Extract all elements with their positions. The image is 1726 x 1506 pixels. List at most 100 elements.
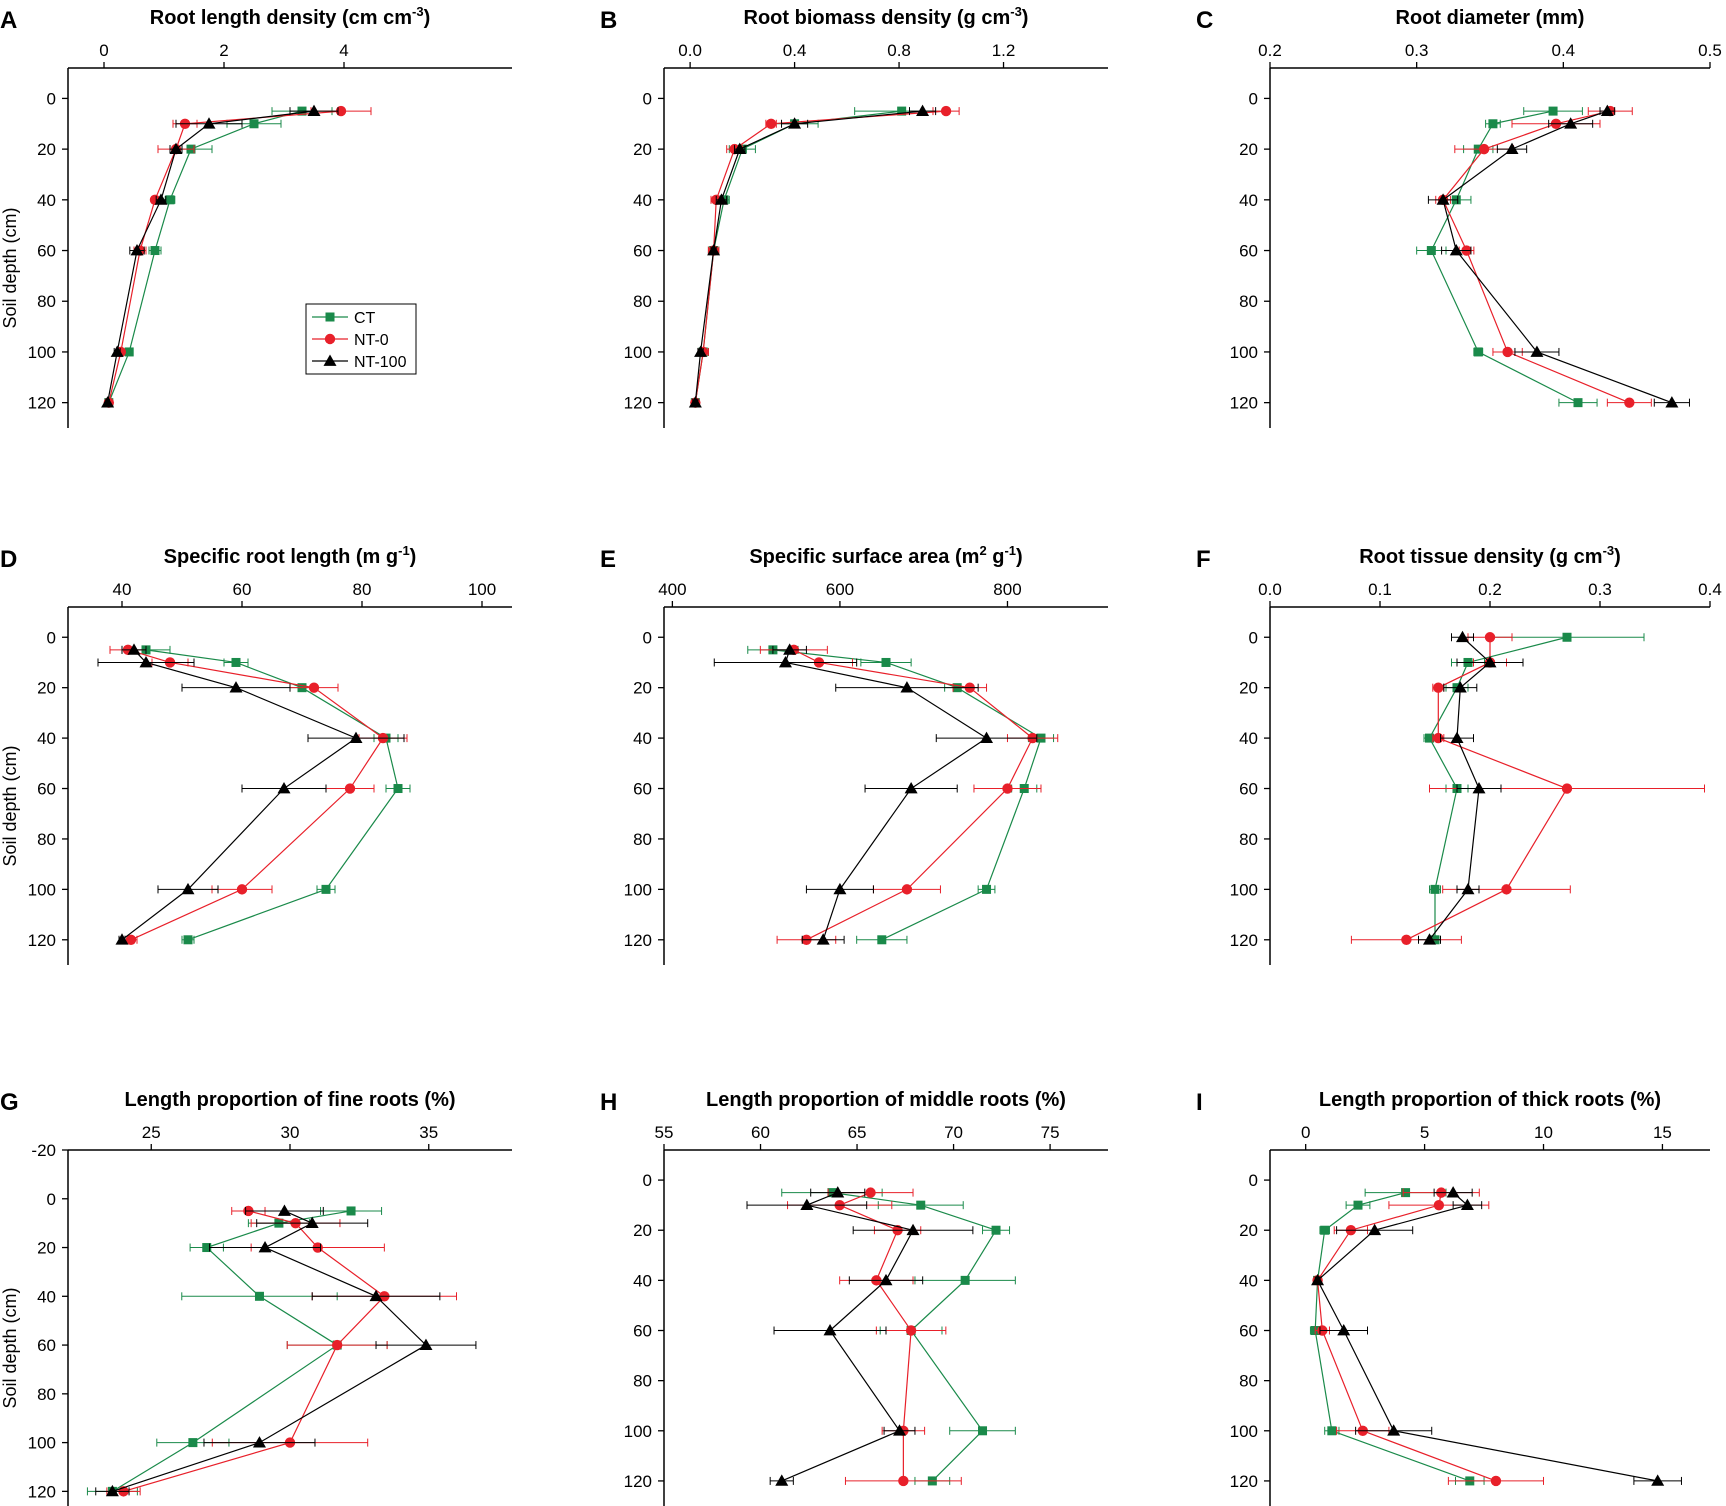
y-tick-label: 40 — [1239, 191, 1258, 210]
data-point — [1502, 346, 1513, 358]
y-tick-label: 100 — [28, 1434, 56, 1453]
y-tick-label: 20 — [1239, 679, 1258, 698]
panel-letter: E — [600, 546, 616, 573]
data-point — [788, 117, 802, 129]
data-point — [249, 119, 259, 129]
data-point — [139, 655, 153, 668]
data-point — [1453, 681, 1467, 693]
data-point — [991, 1225, 1001, 1235]
y-tick-label: 120 — [28, 1482, 56, 1501]
series-nt-0 — [1435, 105, 1652, 408]
x-tick-label: 400 — [658, 580, 686, 599]
data-point — [1311, 1273, 1325, 1286]
data-point — [1430, 884, 1440, 894]
x-tick-label: 2 — [219, 41, 228, 60]
data-point — [898, 1475, 909, 1487]
x-tick-label: 55 — [655, 1123, 674, 1142]
data-point — [124, 347, 134, 357]
data-point — [1564, 117, 1578, 129]
y-tick-label: 100 — [1230, 343, 1258, 362]
series-line — [838, 1192, 912, 1481]
data-point — [1436, 193, 1450, 205]
x-tick-label: 70 — [944, 1123, 963, 1142]
data-point — [1450, 731, 1464, 743]
legend: CT NT-0 NT-100 — [305, 303, 417, 375]
y-tick-label: 40 — [1239, 1271, 1258, 1290]
y-tick-label: 60 — [37, 780, 56, 799]
data-point — [688, 396, 702, 408]
panel-letter: F — [1196, 546, 1211, 573]
y-tick-label: 100 — [624, 880, 652, 899]
x-tick-label: 0.0 — [678, 41, 702, 60]
x-tick-label: 0.2 — [1258, 41, 1282, 60]
panel-title: Specific surface area (m2 g-1) — [749, 543, 1022, 568]
title-superscript: -1 — [398, 543, 410, 558]
data-point — [1600, 104, 1614, 116]
data-point — [694, 345, 708, 357]
data-point — [110, 345, 124, 357]
title-end: ) — [1016, 546, 1023, 568]
panel-letter: B — [600, 7, 617, 34]
series-line — [112, 1210, 352, 1492]
title-superscript: -3 — [1010, 4, 1022, 19]
data-point — [978, 1426, 988, 1436]
data-point — [1368, 1223, 1382, 1236]
title-main: Length proportion of fine roots (%) — [124, 1089, 455, 1111]
data-point — [1353, 1200, 1363, 1210]
series-line — [784, 649, 988, 940]
x-tick-label: 0.4 — [783, 41, 807, 60]
y-tick-label: 20 — [37, 140, 56, 159]
title-end: ) — [1022, 7, 1029, 29]
data-point — [865, 1187, 876, 1198]
data-point — [816, 933, 830, 945]
legend-marker — [324, 333, 336, 345]
series-nt-100 — [1311, 1186, 1682, 1486]
series-nt-0 — [690, 105, 960, 408]
data-point — [980, 731, 994, 743]
y-tick-label: 0 — [1249, 1171, 1258, 1190]
panel-title: Length proportion of fine roots (%) — [124, 1089, 455, 1111]
data-point — [881, 657, 891, 667]
y-tick-label: 80 — [1239, 830, 1258, 849]
panel-g: G Length proportion of fine roots (%) 25 30… — [0, 1089, 512, 1506]
data-point — [130, 244, 144, 256]
data-point — [714, 193, 728, 205]
data-point — [960, 1275, 970, 1285]
data-point — [1426, 246, 1436, 256]
y-tick-label: 20 — [633, 140, 652, 159]
panel-title: Specific root length (m g-1) — [164, 543, 417, 568]
y-tick-label: 100 — [624, 1422, 652, 1441]
series-line — [1314, 1192, 1470, 1482]
data-point — [940, 105, 952, 117]
title-end: ) — [424, 7, 431, 29]
x-tick-label: 0.1 — [1368, 580, 1392, 599]
title-superscript: -3 — [1603, 543, 1615, 558]
panel-i: I Length proportion of thick roots (%) 0 5 1… — [1196, 1089, 1710, 1506]
series-nt-100 — [1427, 104, 1690, 408]
y-tick-label: 80 — [37, 830, 56, 849]
series-line — [831, 1192, 997, 1482]
data-point — [1665, 396, 1679, 408]
y-tick-label: 0 — [47, 628, 56, 647]
data-point — [1449, 244, 1463, 256]
data-point — [127, 643, 141, 655]
data-point — [181, 882, 195, 895]
data-point — [277, 1204, 291, 1216]
y-tick-label: 0 — [1249, 628, 1258, 647]
legend-marker — [325, 312, 335, 322]
data-point — [321, 884, 331, 894]
data-point — [1478, 143, 1490, 155]
data-point — [236, 884, 248, 895]
series-ct — [121, 645, 411, 945]
y-tick-label: 0 — [643, 89, 652, 108]
x-tick-label: 1.2 — [992, 41, 1016, 60]
y-tick-label: 120 — [28, 394, 56, 413]
series-nt-0 — [109, 644, 408, 945]
legend-label: NT-100 — [354, 354, 407, 371]
data-point — [1488, 119, 1498, 129]
x-tick-label: 15 — [1653, 1123, 1672, 1142]
data-point — [1561, 783, 1573, 794]
y-tick-label: 80 — [633, 830, 652, 849]
series-nt-100 — [95, 1204, 477, 1497]
x-tick-label: 800 — [993, 580, 1021, 599]
